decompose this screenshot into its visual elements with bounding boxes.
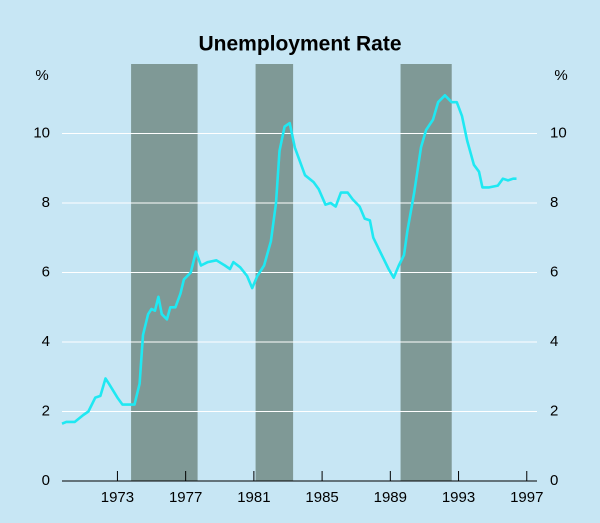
y-tick-label: 4 bbox=[42, 333, 50, 350]
y-tick-label: 2 bbox=[42, 402, 50, 419]
y2-tick-label: 0 bbox=[550, 472, 558, 489]
x-tick-label: 1993 bbox=[442, 489, 475, 506]
y2-tick-label: 8 bbox=[550, 194, 558, 211]
x-tick-label: 1989 bbox=[374, 489, 407, 506]
y2-tick-label: 4 bbox=[550, 333, 558, 350]
x-tick-label: 1985 bbox=[305, 489, 338, 506]
x-tick-label: 1981 bbox=[237, 489, 270, 506]
y-tick-label: 8 bbox=[42, 194, 50, 211]
x-tick-label: 1973 bbox=[101, 489, 134, 506]
y-tick-label: 6 bbox=[42, 263, 50, 280]
data-line bbox=[61, 94, 517, 425]
x-tick-label: 1977 bbox=[169, 489, 202, 506]
y-tick-label: 10 bbox=[33, 124, 50, 141]
y2-tick-label: 10 bbox=[550, 124, 567, 141]
y-axis-label: % bbox=[35, 67, 48, 84]
y2-tick-label: 6 bbox=[550, 263, 558, 280]
y2-tick-label: 2 bbox=[550, 402, 558, 419]
x-tick-label: 1997 bbox=[510, 489, 543, 506]
y-tick-label: 0 bbox=[42, 472, 50, 489]
chart-title: Unemployment Rate bbox=[198, 33, 401, 56]
y2-axis-label: % bbox=[554, 67, 567, 84]
